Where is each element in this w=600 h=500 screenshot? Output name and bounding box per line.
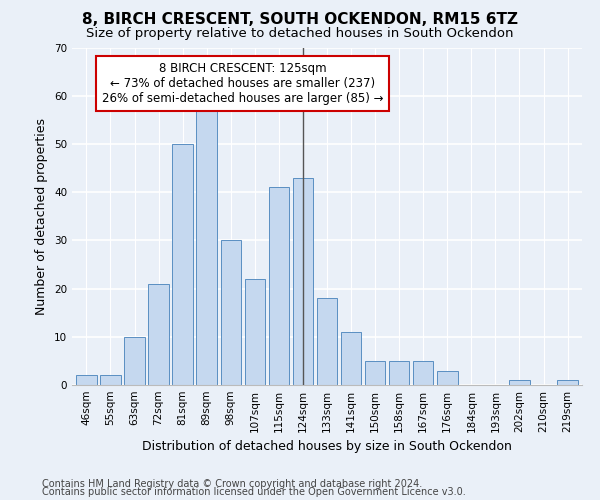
Bar [196,106,217,385]
Text: Size of property relative to detached houses in South Ockendon: Size of property relative to detached ho… [86,28,514,40]
Bar [509,380,530,385]
Bar [269,188,289,385]
Bar [389,361,409,385]
Bar [221,240,241,385]
Bar [245,279,265,385]
Text: 8, BIRCH CRESCENT, SOUTH OCKENDON, RM15 6TZ: 8, BIRCH CRESCENT, SOUTH OCKENDON, RM15 … [82,12,518,28]
Bar [172,144,193,385]
Text: Contains public sector information licensed under the Open Government Licence v3: Contains public sector information licen… [42,487,466,497]
Bar [317,298,337,385]
Y-axis label: Number of detached properties: Number of detached properties [35,118,49,315]
Text: Contains HM Land Registry data © Crown copyright and database right 2024.: Contains HM Land Registry data © Crown c… [42,479,422,489]
Bar [148,284,169,385]
Bar [100,376,121,385]
Bar [76,376,97,385]
Bar [293,178,313,385]
X-axis label: Distribution of detached houses by size in South Ockendon: Distribution of detached houses by size … [142,440,512,454]
Bar [341,332,361,385]
Bar [365,361,385,385]
Bar [437,370,458,385]
Text: 8 BIRCH CRESCENT: 125sqm
← 73% of detached houses are smaller (237)
26% of semi-: 8 BIRCH CRESCENT: 125sqm ← 73% of detach… [102,62,383,105]
Bar [557,380,578,385]
Bar [124,337,145,385]
Bar [413,361,433,385]
